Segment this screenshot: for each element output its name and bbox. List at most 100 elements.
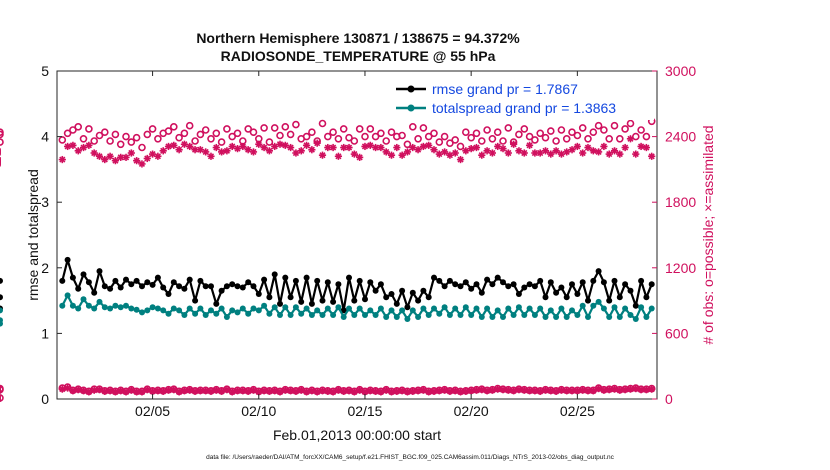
obs_possible-point	[589, 128, 598, 136]
rmse-point	[255, 291, 262, 297]
obs_bottom_assimilated-point	[117, 387, 125, 395]
obs-star-stroke	[197, 146, 204, 153]
rmse-point	[330, 298, 337, 305]
spread-point	[404, 316, 411, 322]
obs_possible-point	[493, 128, 502, 136]
obs_assimilated-point	[276, 140, 284, 148]
obs-star-stroke	[218, 388, 225, 395]
obs_assimilated-point	[69, 141, 77, 149]
spread-point	[266, 310, 273, 317]
rmse-point	[139, 283, 145, 290]
y-axis-label-right: # of obs: o=possible; ×=assimilated	[700, 125, 716, 344]
obs_possible-point	[615, 135, 624, 143]
rmse-point	[192, 297, 199, 304]
obs_possible-point	[536, 129, 545, 138]
obs_possible-point	[233, 129, 242, 138]
obs_possible-point	[408, 123, 417, 131]
obs-star-stroke	[547, 387, 554, 394]
obs_possible-point	[446, 139, 454, 147]
obs_assimilated-point	[419, 142, 427, 151]
obs-star-stroke	[59, 386, 66, 393]
obs-star-stroke	[568, 387, 576, 394]
obs-star-stroke	[606, 386, 613, 393]
obs_bottom_assimilated-point	[95, 386, 104, 394]
obs_possible-point	[79, 135, 88, 143]
obs-star-stroke	[314, 388, 321, 395]
spread-point	[218, 305, 225, 312]
obs-star-stroke	[91, 149, 98, 157]
obs-star-stroke	[213, 387, 220, 394]
obs-star-stroke	[537, 149, 544, 157]
obs-star-stroke	[112, 157, 119, 164]
obs_possible-point	[302, 132, 311, 141]
obs_possible-point	[292, 120, 300, 129]
spread-point	[139, 309, 145, 316]
rmse-point	[569, 281, 575, 288]
obs-star-stroke	[622, 386, 629, 393]
obs_possible-point	[435, 138, 444, 146]
y-tick-label-right: 0	[665, 391, 673, 407]
rmse-point	[101, 283, 108, 290]
obs_possible-point	[101, 128, 109, 136]
obs-star-stroke	[128, 149, 135, 157]
spread-point	[393, 314, 400, 320]
obs_assimilated-point	[249, 148, 258, 156]
obs-star-stroke	[462, 147, 469, 154]
spread-point	[292, 304, 299, 311]
rmse-point	[128, 281, 135, 288]
data-file-footer: data file: /Users/raeder/DAI/ATM_forcXX/…	[206, 454, 615, 461]
obs_bottom_assimilated-point	[610, 385, 619, 393]
obs-star-stroke	[404, 388, 411, 395]
rmse-point	[473, 281, 480, 288]
rmse-point	[0, 294, 3, 301]
spread-point	[351, 312, 358, 318]
spread-point	[441, 304, 448, 311]
obs_bottom_assimilated-point	[207, 387, 215, 395]
spread-point	[282, 304, 289, 311]
rmse-point	[531, 283, 538, 290]
obs-star-stroke	[468, 387, 475, 394]
spread-point	[500, 314, 506, 320]
obs_possible-point	[382, 137, 391, 145]
obs_bottom_assimilated-point	[79, 387, 88, 395]
obs_assimilated-point	[175, 146, 183, 154]
obs_bottom_assimilated-point	[218, 387, 226, 395]
spread-point	[324, 305, 331, 312]
obs-star-stroke	[117, 387, 124, 394]
obs_bottom_assimilated-point	[531, 387, 539, 395]
obs-star-stroke	[553, 147, 560, 154]
obs_assimilated-point	[202, 148, 210, 156]
obs_possible-point	[451, 136, 460, 144]
obs-star-stroke	[292, 149, 300, 157]
spread-point	[192, 310, 199, 317]
obs-star-stroke	[430, 388, 438, 395]
spread-point	[165, 310, 172, 317]
obs_assimilated-point	[425, 141, 433, 149]
obs_possible-point	[504, 124, 513, 132]
obs-star-stroke	[531, 149, 538, 157]
obs-star-stroke	[616, 151, 623, 158]
obs_possible-point	[111, 130, 120, 139]
obs_bottom_assimilated-point	[520, 386, 528, 394]
rmse-point	[436, 277, 443, 284]
rmse-point	[213, 300, 220, 307]
rmse-point	[218, 287, 225, 294]
obs-star-stroke	[446, 152, 454, 159]
obs_bottom_assimilated-point	[255, 388, 263, 396]
obs_possible-point	[334, 135, 343, 143]
obs-star-stroke	[96, 153, 103, 160]
obs_assimilated-point	[180, 140, 189, 148]
obs_assimilated-point	[536, 149, 544, 157]
obs_assimilated-point	[579, 149, 587, 157]
rmse-point	[298, 298, 305, 305]
rmse-point	[457, 283, 464, 290]
obs_bottom_assimilated-point	[356, 386, 364, 394]
obs_possible-point	[605, 135, 614, 143]
obs-star-stroke	[266, 147, 273, 154]
obs-star-stroke	[484, 387, 491, 394]
obs_possible-point	[270, 124, 279, 132]
obs_bottom_assimilated-point	[318, 387, 327, 395]
y-tick-label-left: 2	[41, 260, 49, 276]
obs_possible-point	[440, 132, 449, 141]
